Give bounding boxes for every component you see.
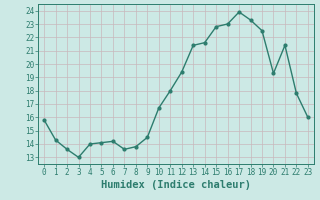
X-axis label: Humidex (Indice chaleur): Humidex (Indice chaleur) — [101, 180, 251, 190]
